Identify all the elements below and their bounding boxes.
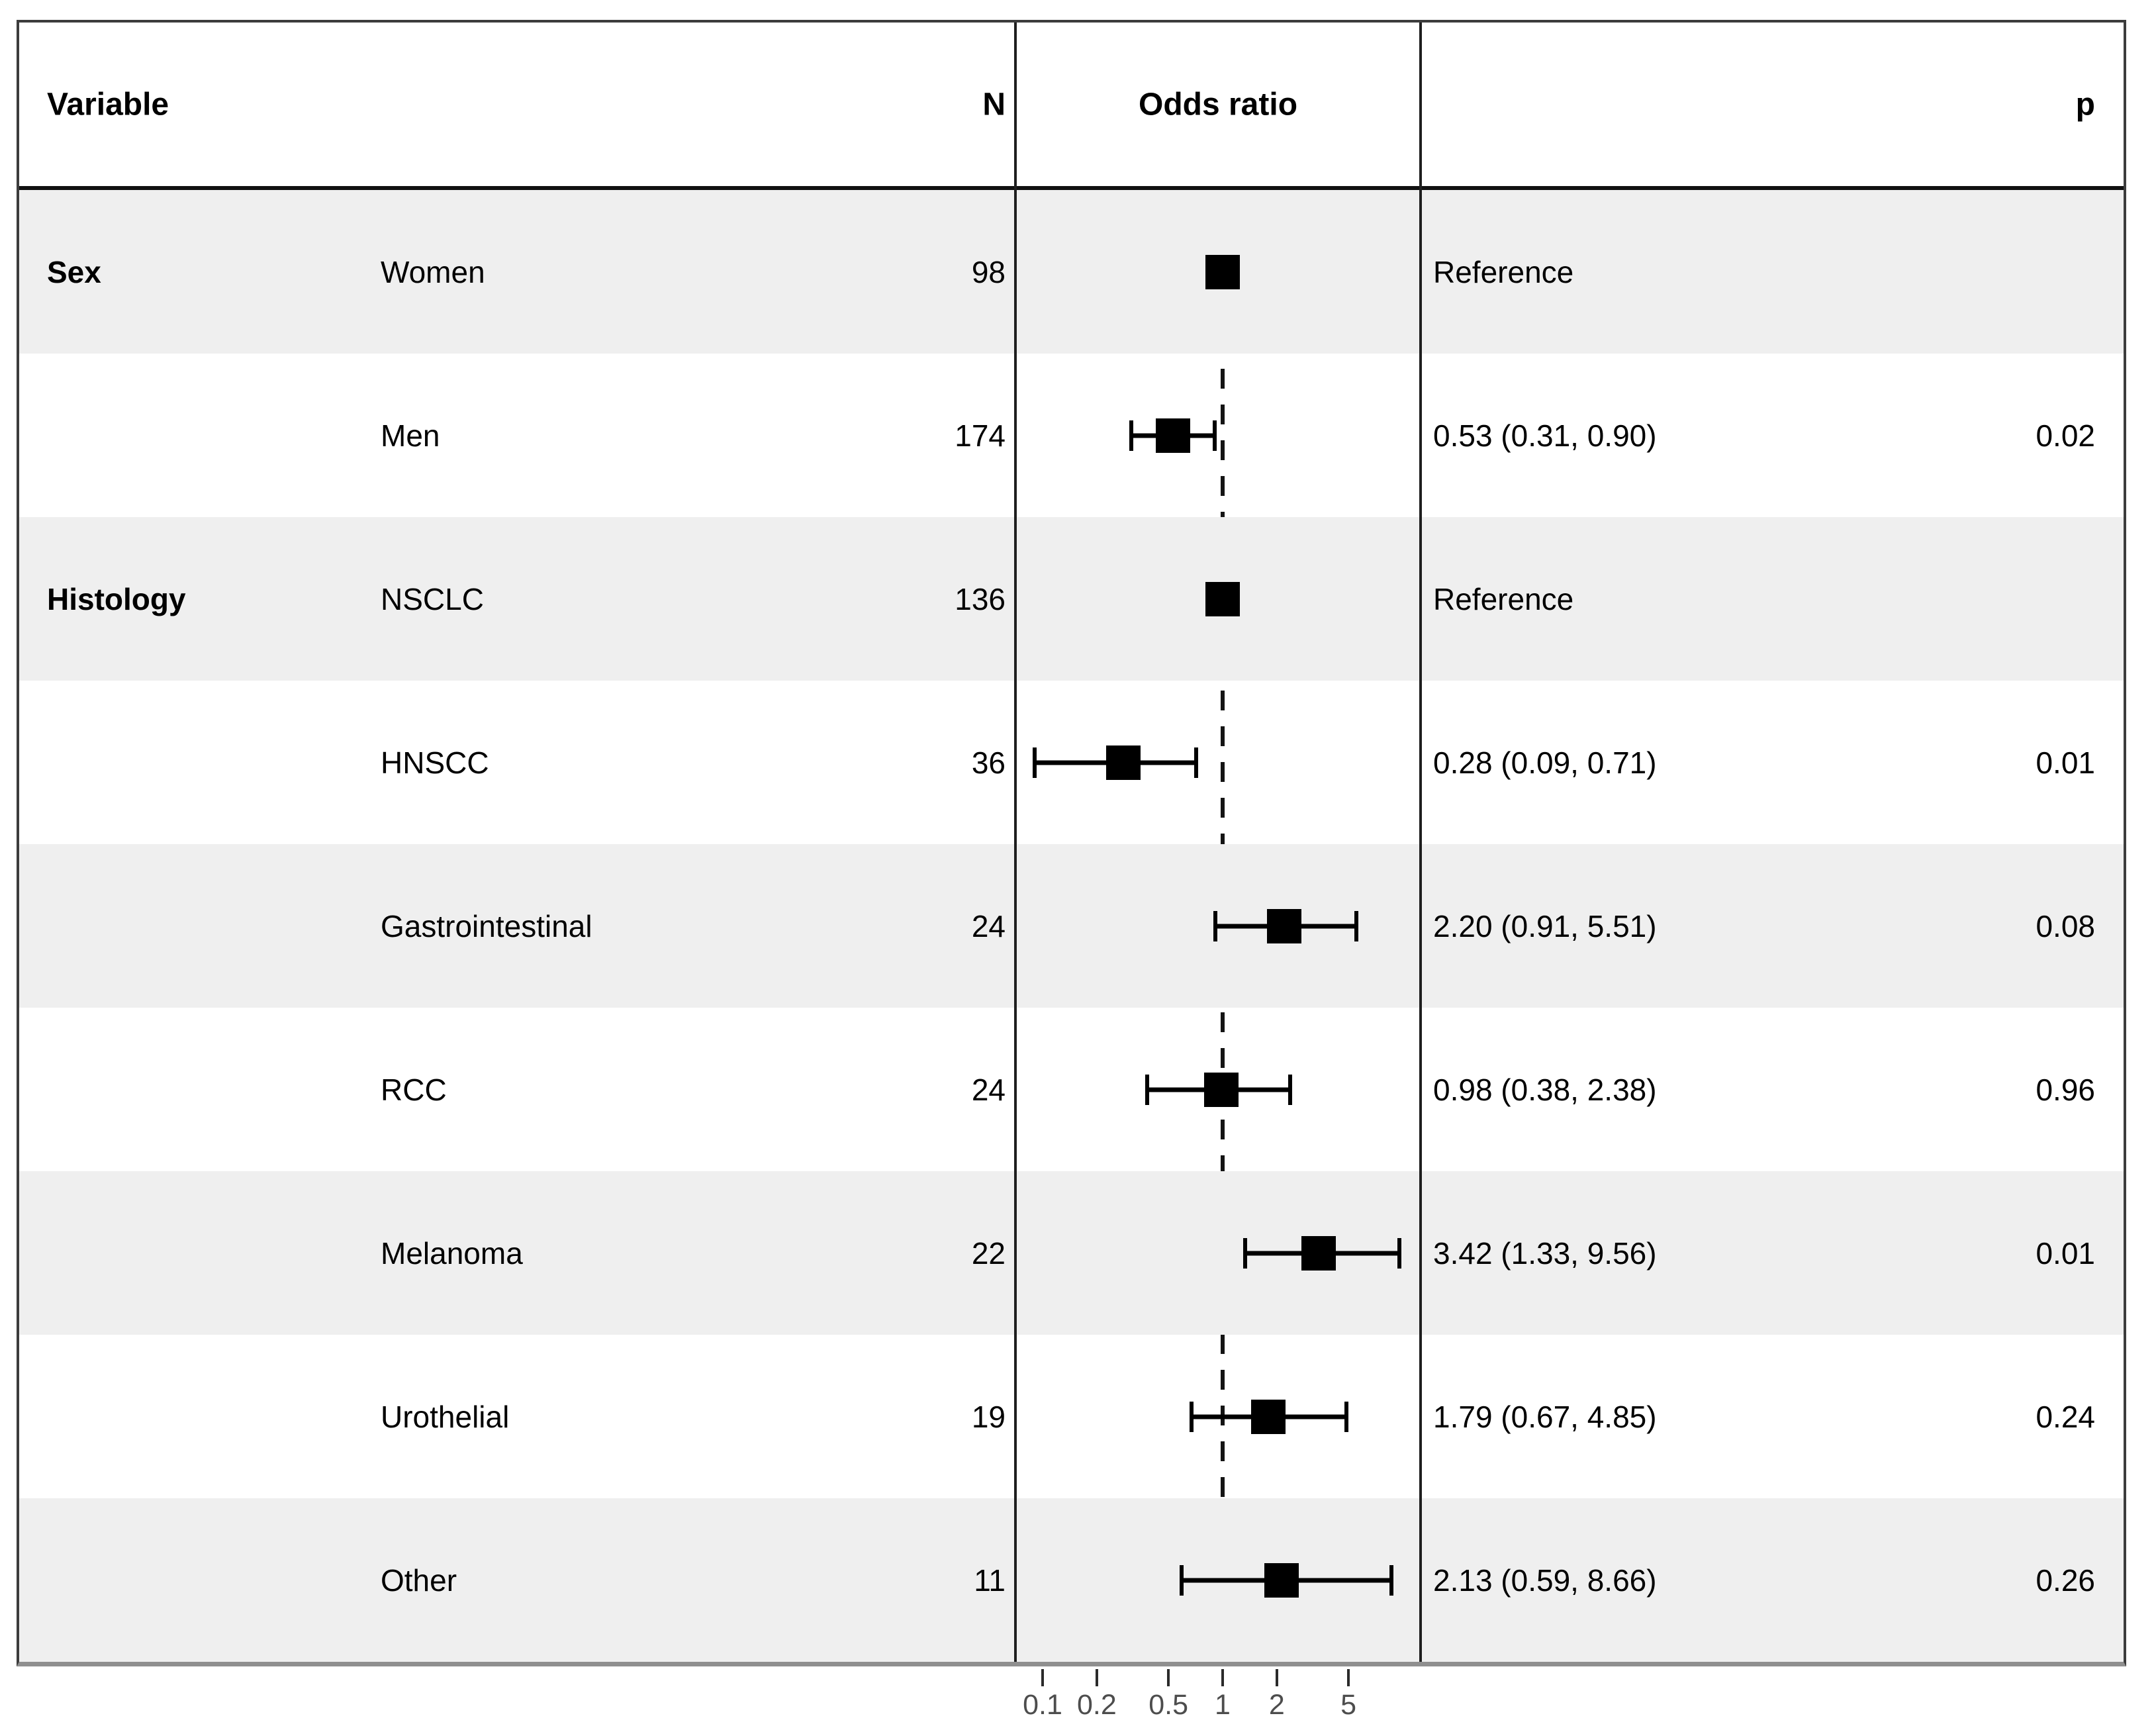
variable-group-label: Sex — [47, 254, 101, 289]
row-plot-area — [1015, 1498, 1421, 1662]
table-frame: Variable N Odds ratio p Sex Women 98 Ref… — [17, 20, 2126, 1666]
ci-cap-right — [1354, 910, 1358, 941]
variable-level-label: Other — [381, 1562, 457, 1598]
variable-level-label: HNSCC — [381, 745, 489, 780]
row-plot-area — [1015, 1008, 1421, 1171]
table-row: Urothelial 19 1.79 (0.67, 4.85) 0.24 — [19, 1335, 2124, 1498]
estimate-ci-text: 1.79 (0.67, 4.85) — [1433, 1399, 1657, 1434]
table-row: Men 174 0.53 (0.31, 0.90) 0.02 — [19, 354, 2124, 517]
row-plot-area — [1015, 1171, 1421, 1335]
table-row: Other 11 2.13 (0.59, 8.66) 0.26 — [19, 1498, 2124, 1662]
or-point-marker — [1264, 1562, 1299, 1598]
variable-level-label: RCC — [381, 1072, 447, 1107]
x-axis-tick-label: 0.2 — [1076, 1689, 1117, 1721]
x-axis-tick-label: 0.5 — [1148, 1689, 1188, 1721]
row-plot-area — [1015, 681, 1421, 844]
estimate-ci-text: Reference — [1433, 581, 1574, 616]
table-header-row: Variable N Odds ratio p — [19, 23, 2124, 190]
row-plot-area — [1015, 844, 1421, 1008]
table-row: Melanoma 22 3.42 (1.33, 9.56) 0.01 — [19, 1171, 2124, 1335]
x-axis-tick — [1167, 1669, 1170, 1686]
or-point-marker — [1156, 418, 1190, 453]
or-point-marker — [1203, 1072, 1239, 1107]
table-row: Histology NSCLC 136 Reference — [19, 517, 2124, 681]
variable-level-label: Men — [381, 418, 440, 453]
variable-level-label: Gastrointestinal — [381, 908, 592, 943]
x-axis-tick — [1095, 1669, 1098, 1686]
or-point-marker — [1205, 581, 1240, 616]
estimate-ci-text: Reference — [1433, 254, 1574, 289]
p-value: 0.01 — [2036, 745, 2095, 780]
x-axis-tick — [1041, 1669, 1044, 1686]
x-axis-tick — [1347, 1669, 1350, 1686]
or-point-marker — [1105, 745, 1141, 780]
or-point-marker — [1250, 1399, 1286, 1434]
n-value: 174 — [955, 418, 1006, 453]
n-value: 22 — [971, 1235, 1006, 1271]
column-header-variable: Variable — [47, 87, 169, 122]
table-row: Gastrointestinal 24 2.20 (0.91, 5.51) 0.… — [19, 844, 2124, 1008]
ci-cap-left — [1129, 420, 1133, 451]
variable-group-label: Histology — [47, 581, 186, 616]
n-value: 19 — [971, 1399, 1006, 1434]
row-plot-area — [1015, 354, 1421, 517]
x-axis-tick — [1221, 1669, 1224, 1686]
p-value: 0.96 — [2036, 1072, 2095, 1107]
n-value: 136 — [955, 581, 1006, 616]
p-value: 0.01 — [2036, 1235, 2095, 1271]
row-plot-area — [1015, 517, 1421, 681]
p-value: 0.08 — [2036, 908, 2095, 943]
column-header-n: N — [982, 87, 1006, 122]
ci-cap-left — [1145, 1074, 1149, 1105]
variable-level-label: Women — [381, 254, 485, 289]
x-axis-tick-label: 0.1 — [1023, 1689, 1062, 1721]
or-point-marker — [1301, 1235, 1336, 1271]
row-plot-area — [1015, 190, 1421, 354]
n-value: 36 — [971, 745, 1006, 780]
ci-cap-right — [1212, 420, 1217, 451]
estimate-ci-text: 2.13 (0.59, 8.66) — [1433, 1562, 1657, 1598]
ci-cap-left — [1213, 910, 1217, 941]
table-row: Sex Women 98 Reference — [19, 190, 2124, 354]
variable-level-label: Urothelial — [381, 1399, 510, 1434]
p-value: 0.24 — [2036, 1399, 2095, 1434]
x-axis-tick — [1275, 1669, 1278, 1686]
ci-cap-left — [1242, 1237, 1247, 1269]
n-value: 11 — [974, 1562, 1006, 1598]
column-separator-right — [1419, 23, 1422, 1662]
table-row: HNSCC 36 0.28 (0.09, 0.71) 0.01 — [19, 681, 2124, 844]
column-header-odds-ratio: Odds ratio — [1138, 87, 1298, 122]
x-axis-tick-label: 5 — [1340, 1689, 1357, 1721]
column-header-p: p — [2075, 87, 2095, 122]
ci-cap-right — [1389, 1564, 1393, 1596]
ci-cap-right — [1194, 747, 1198, 778]
p-value: 0.26 — [2036, 1562, 2095, 1598]
x-axis-tick-label: 2 — [1268, 1689, 1285, 1721]
variable-level-label: NSCLC — [381, 581, 484, 616]
estimate-ci-text: 0.28 (0.09, 0.71) — [1433, 745, 1657, 780]
ci-cap-left — [1189, 1401, 1194, 1432]
table-row: RCC 24 0.98 (0.38, 2.38) 0.96 — [19, 1008, 2124, 1171]
estimate-ci-text: 2.20 (0.91, 5.51) — [1433, 908, 1657, 943]
column-separator-left — [1014, 23, 1017, 1662]
x-axis-tick-label: 1 — [1215, 1689, 1231, 1721]
ci-cap-right — [1288, 1074, 1293, 1105]
ci-cap-left — [1032, 747, 1037, 778]
n-value: 24 — [971, 908, 1006, 943]
ci-cap-right — [1397, 1237, 1401, 1269]
n-value: 24 — [971, 1072, 1006, 1107]
table-body: Sex Women 98 Reference Men 174 0.53 (0.3… — [19, 190, 2124, 1662]
variable-level-label: Melanoma — [381, 1235, 523, 1271]
row-plot-area — [1015, 1335, 1421, 1498]
p-value: 0.02 — [2036, 418, 2095, 453]
n-value: 98 — [971, 254, 1006, 289]
or-point-marker — [1267, 908, 1302, 943]
estimate-ci-text: 3.42 (1.33, 9.56) — [1433, 1235, 1657, 1271]
ci-cap-left — [1179, 1564, 1184, 1596]
ci-cap-right — [1344, 1401, 1348, 1432]
estimate-ci-text: 0.98 (0.38, 2.38) — [1433, 1072, 1657, 1107]
estimate-ci-text: 0.53 (0.31, 0.90) — [1433, 418, 1657, 453]
or-point-marker — [1205, 254, 1240, 289]
